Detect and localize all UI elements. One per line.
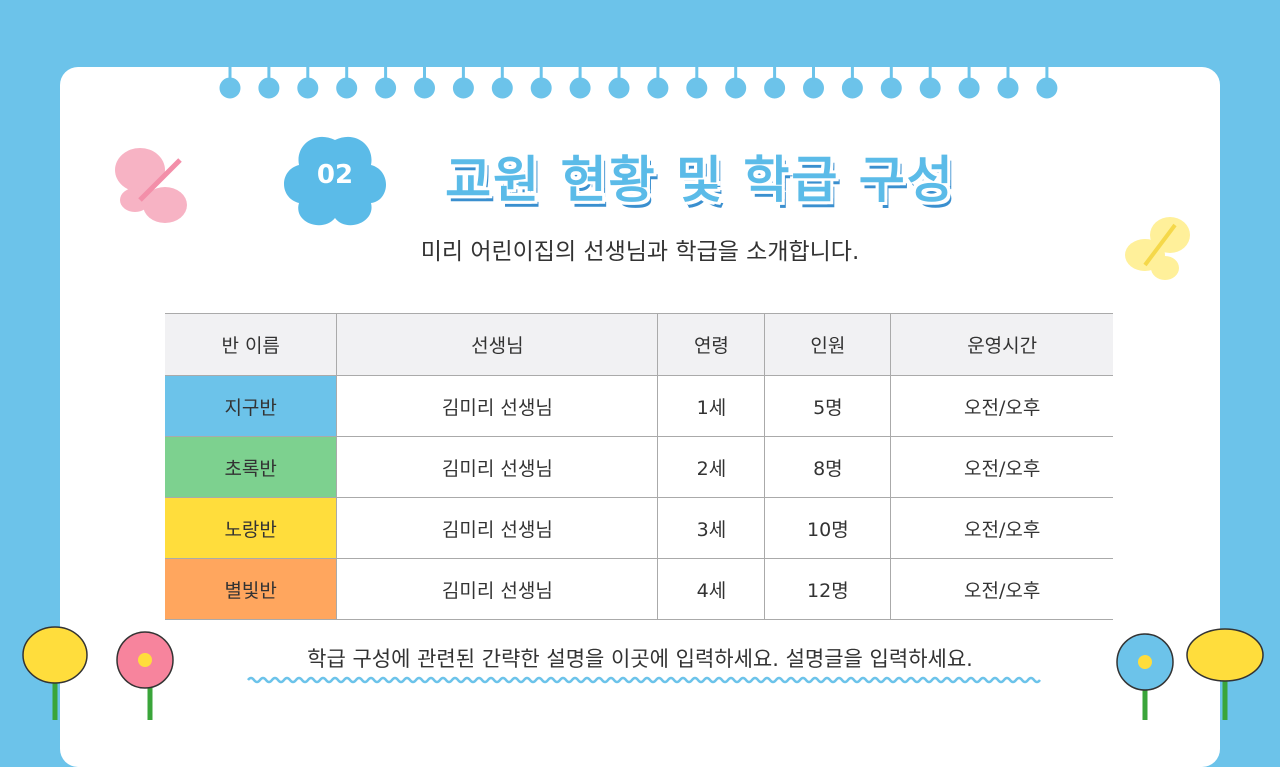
table-cell: 오전/오후 bbox=[890, 497, 1113, 559]
footer-text: 학급 구성에 관련된 간략한 설명을 이곳에 입력하세요. 설명글을 입력하세요… bbox=[307, 647, 973, 671]
class-table: 반 이름 선생님 연령 인원 운영시간 지구반 김미리 선생님 1세 5명 오전/오후 초록반 김미… bbox=[165, 313, 1113, 620]
header-cell: 인원 bbox=[764, 313, 892, 376]
header-row: 반 이름 선생님 연령 인원 운영시간 bbox=[165, 313, 1113, 376]
table-row: 지구반 김미리 선생님 1세 5명 오전/오후 bbox=[165, 375, 1113, 437]
table-cell: 김미리 선생님 bbox=[336, 558, 659, 620]
header-cell: 선생님 bbox=[336, 313, 659, 376]
subtitle: 미리 어린이집의 선생님과 학급을 소개합니다. bbox=[420, 239, 860, 265]
table-cell: 오전/오후 bbox=[890, 436, 1113, 498]
header-cell: 운영시간 bbox=[890, 313, 1113, 376]
table-cell: 1세 bbox=[657, 375, 766, 437]
table-row: 초록반 김미리 선생님 2세 8명 오전/오후 bbox=[165, 436, 1113, 498]
table-cell: 초록반 bbox=[165, 436, 338, 498]
title: 교원 현황 및 학급 구성 bbox=[445, 151, 955, 209]
header-cell: 연령 bbox=[657, 313, 766, 376]
table-cell: 김미리 선생님 bbox=[336, 375, 659, 437]
table-cell: 12명 bbox=[764, 558, 892, 620]
table-cell: 노랑반 bbox=[165, 497, 338, 559]
table-row: 노랑반 김미리 선생님 3세 10명 오전/오후 bbox=[165, 497, 1113, 559]
header-cell: 반 이름 bbox=[165, 313, 338, 376]
table-cell: 2세 bbox=[657, 436, 766, 498]
slide: 02 교원 현황 및 학급 구성 미리 어린이집의 선생님과 학급을 소개합니다… bbox=[22, 67, 1264, 767]
table-cell: 3세 bbox=[657, 497, 766, 559]
table-cell: 5명 bbox=[764, 375, 892, 437]
badge: 02 bbox=[316, 160, 354, 190]
table-cell: 지구반 bbox=[165, 375, 338, 437]
table-row: 별빛반 김미리 선생님 4세 12명 오전/오후 bbox=[165, 558, 1113, 620]
table-cell: 오전/오후 bbox=[890, 375, 1113, 437]
table-cell: 10명 bbox=[764, 497, 892, 559]
table-cell: 김미리 선생님 bbox=[336, 497, 659, 559]
table-cell: 별빛반 bbox=[165, 558, 338, 620]
decorations bbox=[22, 67, 1264, 720]
table-cell: 4세 bbox=[657, 558, 766, 620]
table-cell: 8명 bbox=[764, 436, 892, 498]
table-cell: 오전/오후 bbox=[890, 558, 1113, 620]
table-cell: 김미리 선생님 bbox=[336, 436, 659, 498]
